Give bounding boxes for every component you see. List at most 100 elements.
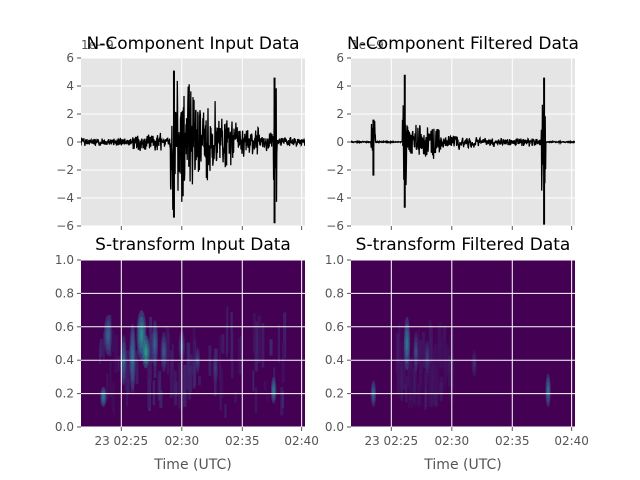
y-tick-label: 6 xyxy=(336,51,344,65)
heatmap-background xyxy=(351,260,575,427)
x-tick-label: 02:30 xyxy=(435,434,470,448)
y-tick-label: 0.8 xyxy=(55,286,74,300)
heatmap-streak xyxy=(135,350,139,384)
n-component-filtered-panel: 6 4 2 0 −2 −4 −6 1e−9N-Component Filtered Data xyxy=(326,34,579,233)
heatmap-streak xyxy=(409,369,414,395)
s-transform-input-panel: 23 02:25 02:30 02:35 02:40 1.0 0.8 0.6 0.4 0.2 0.… xyxy=(55,235,319,473)
heatmap-streak xyxy=(219,364,222,411)
heatmap-streak xyxy=(192,362,196,389)
y-tick-label: −2 xyxy=(326,163,344,177)
heatmap-streak xyxy=(158,370,162,400)
chart-title-n-filtered: N-Component Filtered Data xyxy=(347,34,579,54)
heatmap-streak xyxy=(400,377,404,391)
y-tick-label: 0.6 xyxy=(325,320,344,334)
heatmap-streak xyxy=(438,322,442,368)
y-tick-label: −6 xyxy=(326,219,344,233)
heatmap-streak xyxy=(153,356,157,378)
heatmap-energy-blob xyxy=(405,336,409,351)
y-tick-label: 2 xyxy=(336,107,344,121)
heatmap-streak xyxy=(254,321,259,372)
heatmap-streak xyxy=(273,367,276,383)
y-tick-label: 0 xyxy=(336,135,344,149)
heatmap-streak xyxy=(99,338,104,357)
y-tick-label: 0.0 xyxy=(325,420,344,434)
heatmap-energy-blob xyxy=(102,394,105,400)
heatmap-streak xyxy=(405,375,408,403)
heatmap-streak xyxy=(147,368,151,408)
heatmap-streak xyxy=(231,330,234,378)
chart-title-s-input: S-transform Input Data xyxy=(95,235,291,255)
heatmap-streak xyxy=(414,373,418,406)
heatmap-streak xyxy=(190,354,193,377)
y-tick-label: 0.6 xyxy=(55,320,74,334)
heatmap-streak xyxy=(219,336,221,381)
heatmap-streak xyxy=(169,350,174,398)
x-axis-label: Time (UTC) xyxy=(423,457,501,473)
y-tick-label: 0.0 xyxy=(55,420,74,434)
heatmap-streak xyxy=(420,372,423,407)
heatmap-streak xyxy=(433,359,437,394)
heatmap-streak xyxy=(238,337,242,375)
heatmap-streak xyxy=(178,362,181,409)
heatmap-streak xyxy=(111,385,115,411)
heatmap-streak xyxy=(434,343,438,369)
heatmap-streak xyxy=(111,330,115,353)
heatmap-streak xyxy=(447,371,451,386)
y-tick-label: −4 xyxy=(56,191,74,205)
heatmap-streak xyxy=(283,312,287,359)
waveform-line xyxy=(351,104,575,191)
heatmap-streak xyxy=(114,334,118,373)
heatmap-streak xyxy=(396,333,400,373)
heatmap-streak xyxy=(443,339,446,366)
heatmap-streak xyxy=(152,380,156,406)
heatmap-energy-blob xyxy=(414,346,418,357)
waveform-line xyxy=(81,80,305,210)
heatmap-streak xyxy=(106,373,109,400)
y-tick-label: 4 xyxy=(336,79,344,93)
heatmap-streak xyxy=(126,350,130,395)
heatmap-cells xyxy=(370,316,551,410)
chart-title-s-filtered: S-transform Filtered Data xyxy=(356,235,571,255)
heatmap-streak xyxy=(109,361,112,398)
heatmap-streak xyxy=(281,342,285,383)
heatmap-streak xyxy=(434,393,438,407)
heatmap-streak xyxy=(254,387,258,414)
x-tick-label: 02:35 xyxy=(225,434,260,448)
heatmap-streak xyxy=(401,341,405,382)
heatmap-energy-blob xyxy=(473,360,476,367)
heatmap-streak xyxy=(221,334,225,354)
heatmap-streak xyxy=(224,404,227,419)
n-component-input-panel: 6 4 2 0 −2 −4 −6 1e−9N-Component Input Data xyxy=(56,34,305,233)
heatmap-streak xyxy=(438,381,441,395)
heatmap-streak xyxy=(417,329,420,361)
heatmap-energy-blob xyxy=(272,386,275,394)
heatmap-streak xyxy=(148,349,152,382)
heatmap-streak xyxy=(117,356,120,371)
heatmap-streak xyxy=(183,364,187,408)
x-tick-label: 23 02:25 xyxy=(364,434,418,448)
heatmap-energy-blob xyxy=(140,328,143,342)
heatmap-streak xyxy=(252,313,257,354)
heatmap-streak xyxy=(439,376,443,402)
heatmap-streak xyxy=(442,380,446,392)
x-tick-label: 23 02:25 xyxy=(94,434,148,448)
heatmap-streak xyxy=(443,359,447,385)
y-tick-label: 4 xyxy=(66,79,74,93)
heatmap-streak xyxy=(449,335,452,364)
y-tick-label: 0.2 xyxy=(325,387,344,401)
heatmap-streak xyxy=(401,319,404,361)
heatmap-streak xyxy=(265,393,269,402)
heatmap-energy-blob xyxy=(131,348,134,366)
heatmap-streak xyxy=(429,325,433,363)
y-tick-label: 0.4 xyxy=(55,353,74,367)
x-tick-label: 02:40 xyxy=(284,434,319,448)
heatmap-streak xyxy=(432,347,435,366)
y-tick-label: 6 xyxy=(66,51,74,65)
heatmap-energy-blob xyxy=(214,364,217,373)
heatmap-streak xyxy=(221,368,224,399)
chart-title-n-input: N-Component Input Data xyxy=(87,34,300,54)
y-tick-label: 1.0 xyxy=(325,253,344,267)
heatmap-streak xyxy=(269,339,273,356)
y-tick-label: 1.0 xyxy=(55,253,74,267)
